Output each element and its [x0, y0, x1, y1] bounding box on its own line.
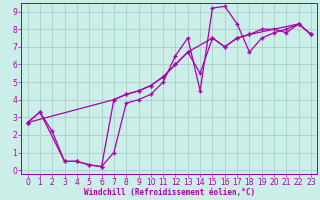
- X-axis label: Windchill (Refroidissement éolien,°C): Windchill (Refroidissement éolien,°C): [84, 188, 255, 197]
